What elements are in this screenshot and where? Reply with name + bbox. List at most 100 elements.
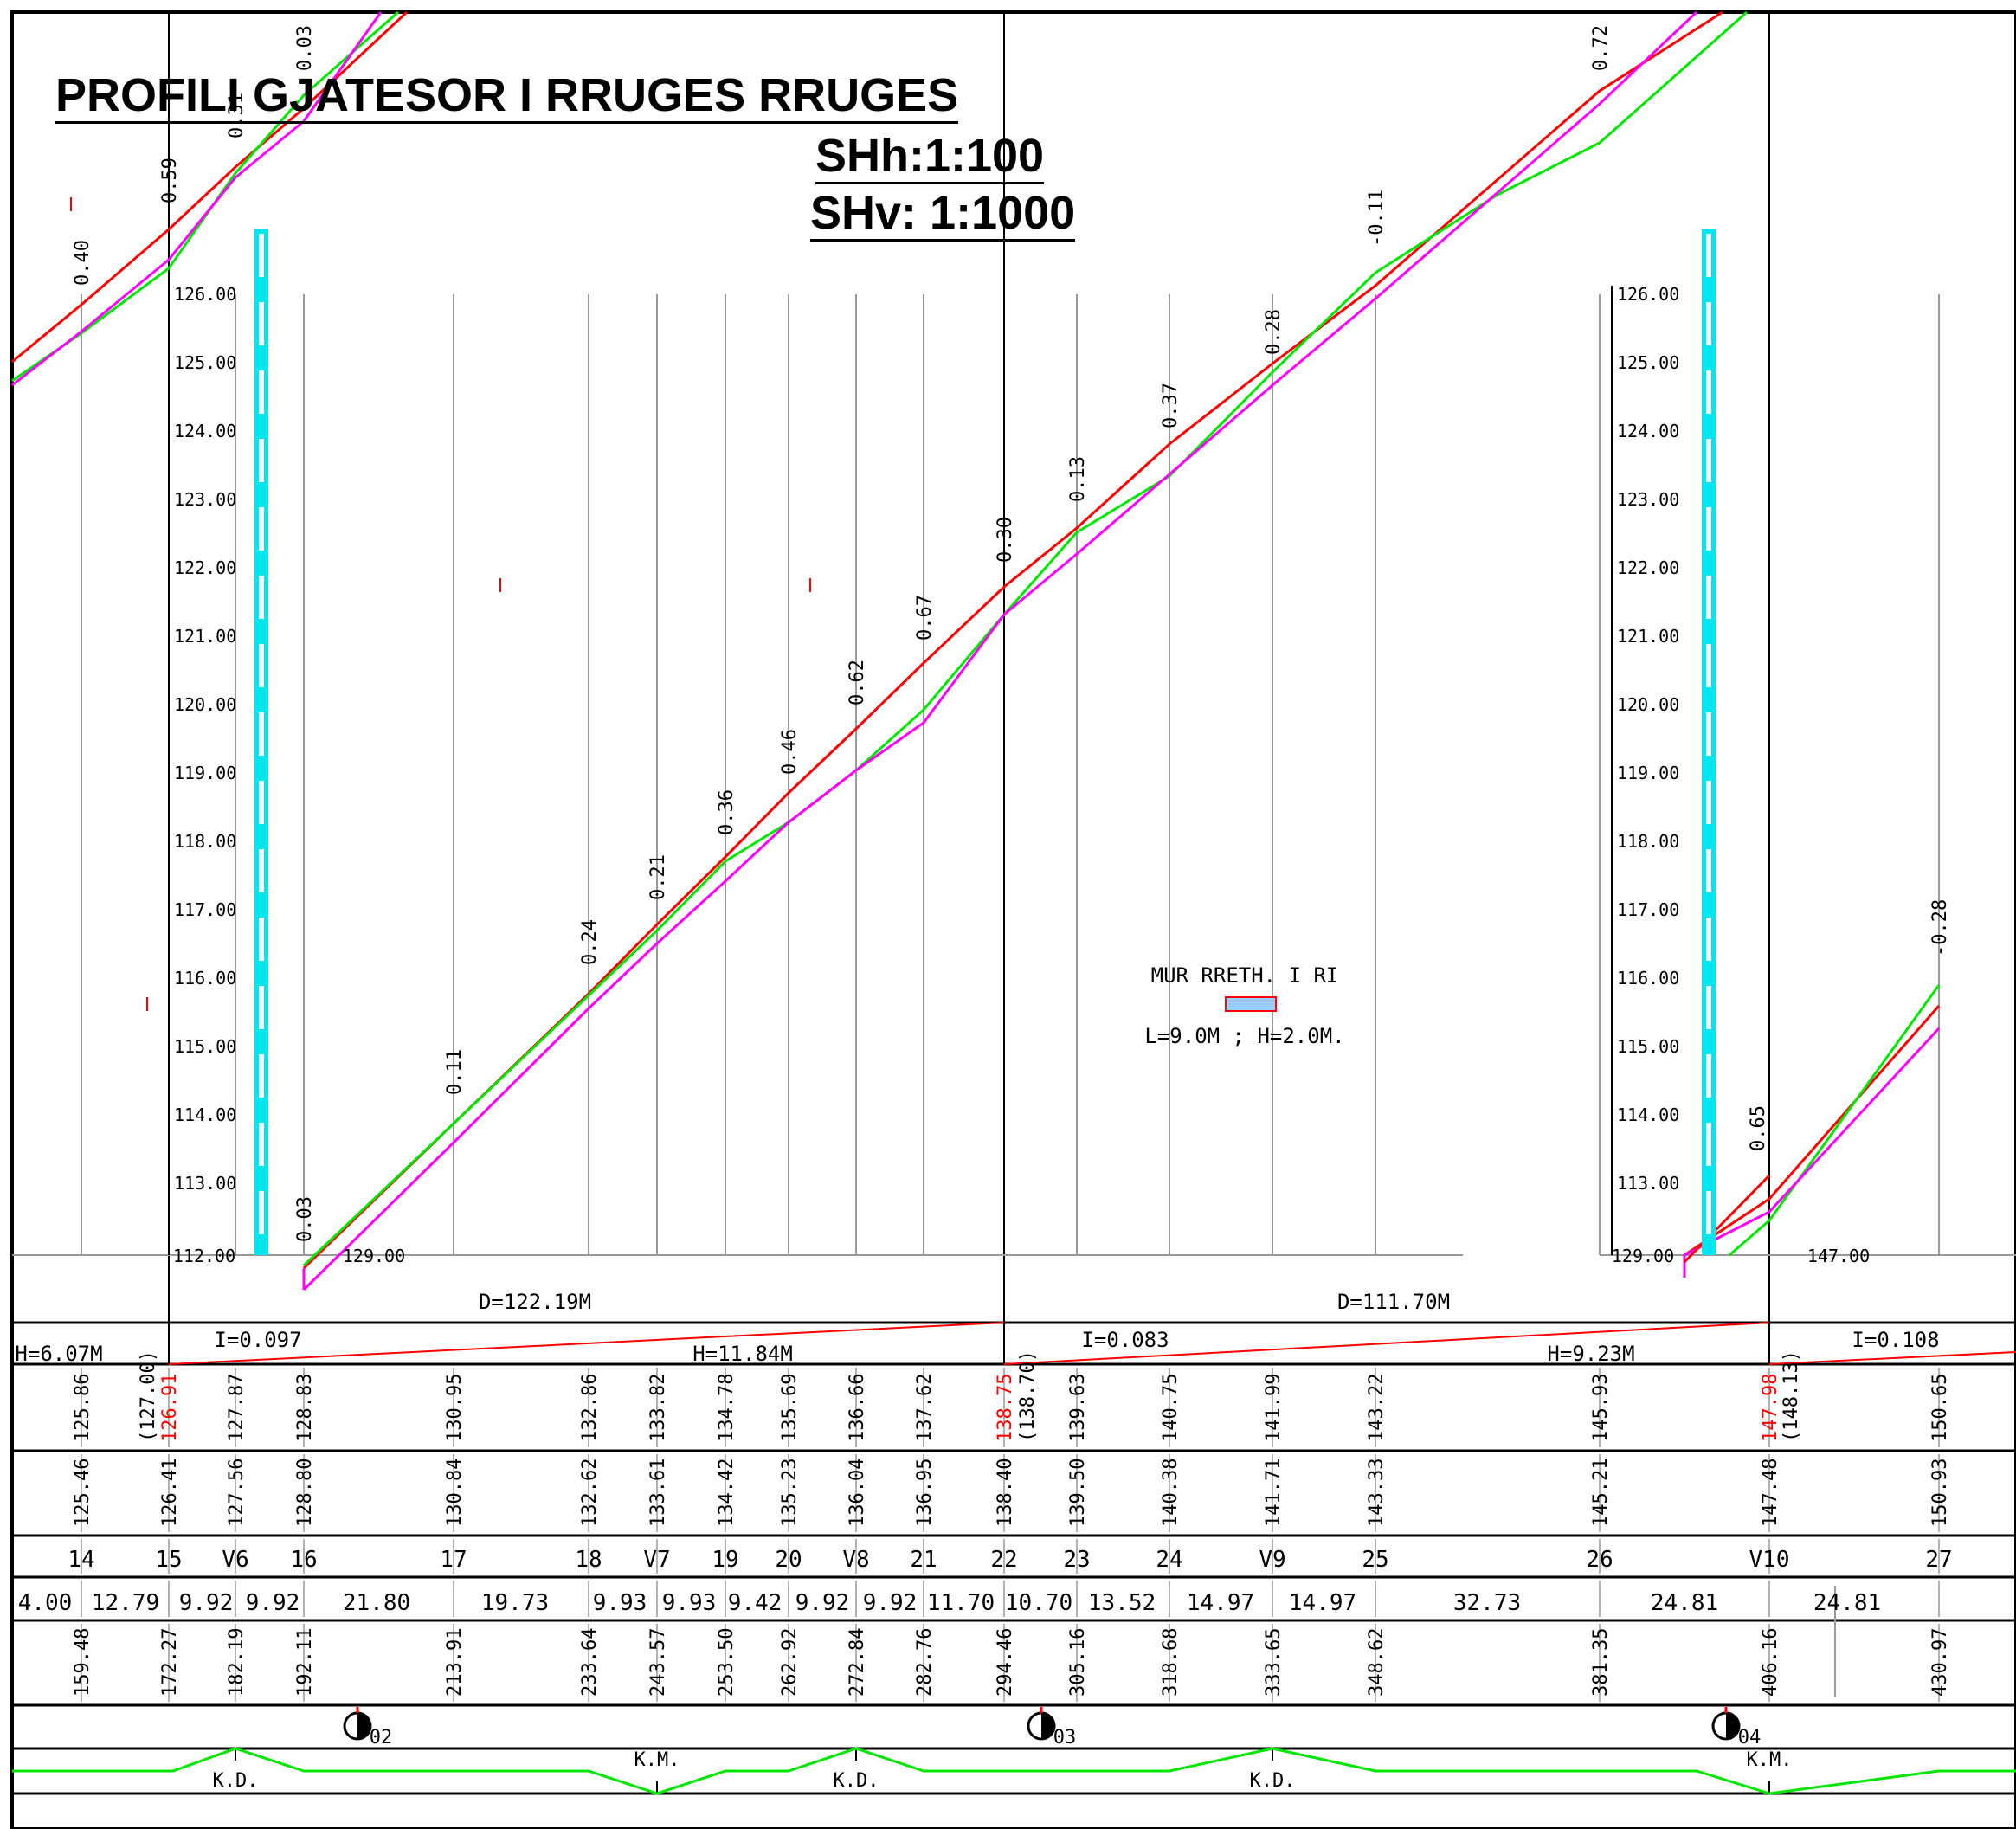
design-elevation: 139.63 xyxy=(1067,1374,1089,1442)
wall-note-dims: L=9.0M ; H=2.0M. xyxy=(1144,1024,1344,1048)
ground-elevation: 145.21 xyxy=(1590,1459,1612,1527)
ground-elevation: 134.42 xyxy=(716,1459,737,1527)
elevation-tick-label: 124.00 xyxy=(174,421,236,441)
station-number: 21 xyxy=(910,1547,937,1573)
pipe-marker-dash xyxy=(259,234,264,277)
design-elevation: 127.87 xyxy=(226,1374,248,1442)
design-elevation: 135.69 xyxy=(779,1374,801,1442)
pipe-marker-dash xyxy=(1706,712,1711,756)
pipe-marker-dash xyxy=(259,1054,264,1098)
chainage: 305.16 xyxy=(1067,1628,1089,1697)
elevation-tick-label: 121.00 xyxy=(1617,626,1679,647)
pipe-marker-dash xyxy=(259,986,264,1029)
ground-line xyxy=(302,10,1748,1267)
elevation-tick-label: 120.00 xyxy=(174,694,236,715)
depth-label: 0.36 xyxy=(716,789,737,835)
pipe-marker-dash xyxy=(259,576,264,619)
pipe-marker-dash xyxy=(1706,439,1711,482)
station-distance: 11.70 xyxy=(927,1590,995,1616)
station-number: 20 xyxy=(775,1547,802,1573)
depth-label: 0.11 xyxy=(444,1049,466,1095)
station-number: V10 xyxy=(1749,1547,1790,1573)
ground-elevation: 136.04 xyxy=(847,1459,868,1527)
design-elevation: 130.95 xyxy=(444,1374,466,1442)
depth-label: 0.13 xyxy=(1067,456,1089,502)
pipe-marker-dash xyxy=(1706,370,1711,414)
station-number: 18 xyxy=(575,1547,602,1573)
elevation-tick-label: 119.00 xyxy=(1617,763,1679,783)
pipe-marker-dash xyxy=(259,781,264,824)
depth-label: 0.46 xyxy=(779,729,801,775)
curve-marker-number: 04 xyxy=(1738,1727,1762,1748)
chainage: 333.65 xyxy=(1263,1628,1285,1697)
depth-label: 0.03 xyxy=(294,25,316,71)
pipe-marker-dash xyxy=(1706,576,1711,619)
curve-label: K.M. xyxy=(1747,1749,1793,1771)
grid-verticals xyxy=(81,12,1940,1364)
pipe-marker-dash xyxy=(259,849,264,892)
chainage: 318.68 xyxy=(1160,1628,1182,1697)
pipe-marker-dash xyxy=(259,302,264,345)
pipe-marker-dash xyxy=(259,712,264,756)
station-number: 16 xyxy=(290,1547,317,1573)
elevation-tick-label: 116.00 xyxy=(1617,968,1679,989)
ground-elevation: 127.56 xyxy=(226,1459,248,1527)
chainage: 192.11 xyxy=(294,1628,316,1697)
ground-elevation: 139.50 xyxy=(1067,1459,1089,1527)
design-elevation: (138.70) xyxy=(1017,1350,1039,1442)
elevation-tick-label: 114.00 xyxy=(174,1104,236,1125)
station-number: V9 xyxy=(1259,1547,1285,1573)
elevation-tick-label: 117.00 xyxy=(1617,899,1679,920)
segment-gradient: I=0.097 xyxy=(214,1328,301,1352)
pipe-marker-dash xyxy=(1706,918,1711,961)
chainage: 282.76 xyxy=(914,1628,936,1697)
depth-label: 0.28 xyxy=(1263,309,1285,355)
pipe-marker-dash xyxy=(1706,234,1711,277)
station-number: 19 xyxy=(712,1547,738,1573)
chainage: 272.84 xyxy=(847,1628,868,1697)
curve-marker-half xyxy=(1726,1713,1739,1739)
station-distance: 9.92 xyxy=(179,1590,234,1616)
elevation-tick-label: 125.00 xyxy=(174,352,236,373)
datum-label: 147.00 xyxy=(1807,1246,1870,1266)
station-number: 26 xyxy=(1586,1547,1613,1573)
design-elevation: 141.99 xyxy=(1263,1374,1285,1442)
station-distance: 10.70 xyxy=(1005,1590,1072,1616)
wall-symbol xyxy=(1225,996,1277,1012)
pipe-marker-dash xyxy=(259,644,264,687)
pipe-marker-dash xyxy=(1706,1191,1711,1234)
drawing-text: 112.00 129.00 129.00 147.00 0.40 0.59 0.31 0.03… xyxy=(15,25,1952,1792)
segment-height: H=6.07M xyxy=(15,1342,102,1366)
chainage: 262.92 xyxy=(779,1628,801,1697)
ground-line xyxy=(1729,984,1941,1257)
design-elevation: 128.83 xyxy=(294,1374,316,1442)
pipe-marker-dash xyxy=(1706,644,1711,687)
ground-elevation: 135.23 xyxy=(779,1459,801,1527)
station-distance: 12.79 xyxy=(92,1590,159,1616)
station-distance: 4.00 xyxy=(18,1590,73,1616)
depth-label: -0.11 xyxy=(1366,190,1388,247)
chainage: 213.91 xyxy=(444,1628,466,1697)
secondary-line xyxy=(1683,1027,1941,1278)
chainage: 294.46 xyxy=(995,1628,1016,1697)
segment-gradient: I=0.108 xyxy=(1852,1328,1939,1352)
ground-elevation: 141.71 xyxy=(1263,1459,1285,1527)
elevation-tick-label: 126.00 xyxy=(174,284,236,305)
station-distance: 9.92 xyxy=(863,1590,918,1616)
depth-label: 0.72 xyxy=(1590,25,1612,71)
elevation-tick-label: 121.00 xyxy=(174,626,236,647)
ground-elevation: 136.95 xyxy=(914,1459,936,1527)
curve-marker-number: 03 xyxy=(1053,1727,1077,1748)
pipe-marker-dash xyxy=(1706,507,1711,551)
station-distance: 24.81 xyxy=(1651,1590,1718,1616)
vertical-scale: SHv: 1:1000 xyxy=(810,187,1076,242)
pipe-marker-dash xyxy=(1706,986,1711,1029)
design-grade-line xyxy=(302,10,1723,1270)
station-number: 27 xyxy=(1925,1547,1952,1573)
station-distance: 9.92 xyxy=(246,1590,300,1616)
grade-line xyxy=(1003,1322,1770,1365)
station-number: 14 xyxy=(68,1547,94,1573)
datum-label: 112.00 xyxy=(173,1246,235,1266)
station-distance: 24.81 xyxy=(1813,1590,1881,1616)
depth-label: 0.59 xyxy=(159,158,181,203)
